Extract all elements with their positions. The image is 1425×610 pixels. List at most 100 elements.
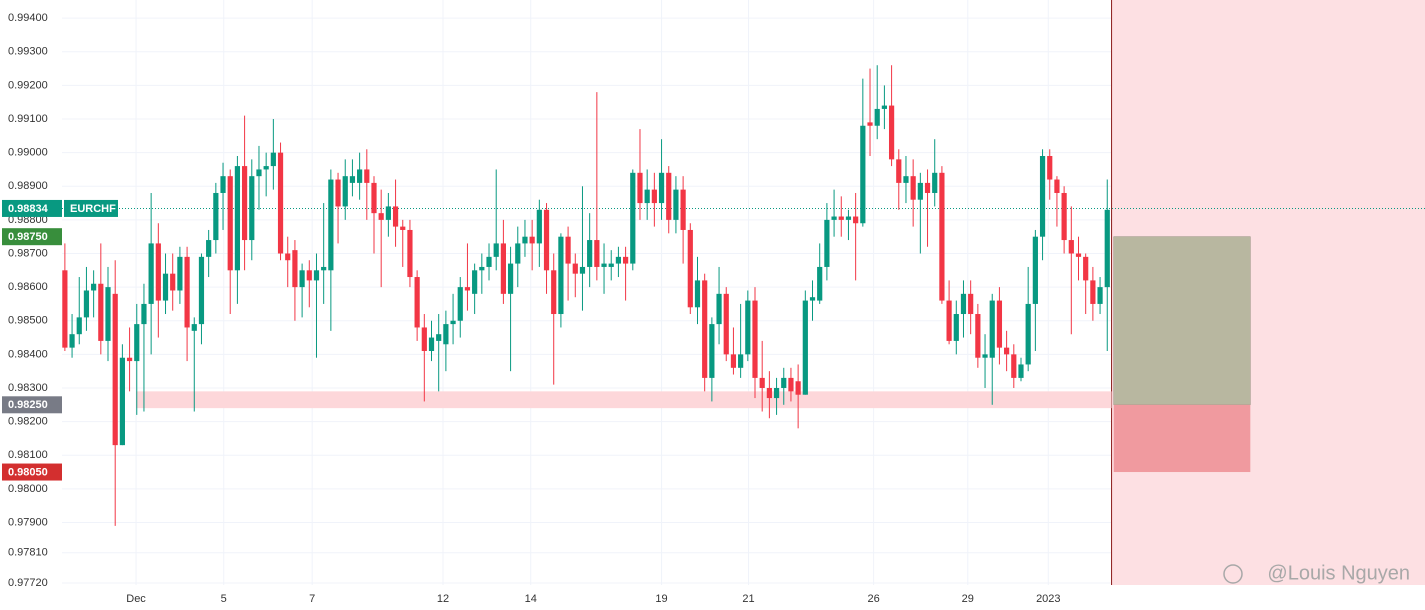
candle-body (924, 182, 931, 193)
candle (881, 85, 888, 130)
candle-body (615, 256, 622, 264)
candle (1039, 149, 1046, 261)
candle (1032, 229, 1038, 351)
candle-body (579, 266, 586, 274)
price-tag (2, 199, 62, 217)
candle (888, 65, 895, 167)
candle-body (421, 327, 427, 351)
candle-body (623, 256, 629, 264)
candle-body (1083, 256, 1089, 281)
candle-body (155, 243, 161, 301)
candle (651, 172, 657, 227)
candle-body (256, 169, 262, 177)
candle (357, 152, 363, 200)
candle (62, 243, 68, 351)
candle (500, 219, 506, 304)
candle (1061, 186, 1067, 254)
candle-body (414, 277, 420, 328)
candle (795, 364, 801, 429)
candle-body (349, 176, 356, 183)
candle (666, 166, 672, 234)
candle-body (134, 324, 140, 362)
candle (1011, 344, 1017, 388)
candle (1104, 179, 1110, 351)
candle (328, 169, 334, 331)
candle-body (608, 263, 614, 267)
candle-body (766, 387, 772, 399)
candle-body (1068, 240, 1074, 254)
candle-body (982, 354, 988, 358)
candle-body (558, 236, 564, 315)
watermark-icon (1223, 564, 1243, 584)
candle (349, 159, 356, 197)
candle-body (536, 209, 542, 244)
candle-body (529, 236, 535, 244)
candle (773, 377, 780, 415)
y-tick-label: 0.98400 (8, 348, 48, 360)
candle-body (227, 176, 233, 271)
candle-body (975, 314, 981, 358)
candle (428, 320, 435, 362)
candle-body (436, 334, 442, 341)
candle (342, 159, 348, 220)
candle (924, 169, 931, 247)
candle (450, 293, 456, 345)
candle (730, 327, 737, 375)
candle-body (644, 189, 650, 204)
price-tag-label: 0.98750 (8, 231, 48, 243)
candle-body (500, 243, 506, 294)
candle (256, 145, 262, 210)
candle (1054, 176, 1060, 227)
candle (371, 176, 377, 254)
candle-body (507, 263, 514, 294)
candle (860, 78, 866, 227)
candle-body (191, 324, 197, 331)
candle (392, 179, 399, 247)
candle (723, 287, 729, 362)
candle-body (946, 300, 952, 341)
candle (493, 169, 499, 271)
candle-body (874, 108, 880, 126)
candle (615, 246, 622, 278)
y-tick-label: 0.99300 (8, 46, 48, 58)
candle (220, 162, 226, 230)
candle-body (263, 166, 269, 170)
price-tag-label: 0.98250 (8, 399, 48, 411)
candle-body (1054, 179, 1060, 193)
candle-body (285, 253, 291, 261)
candle-body (313, 270, 320, 281)
candle (579, 186, 586, 311)
candle (227, 169, 233, 315)
candle-body (565, 236, 571, 264)
candle (177, 246, 183, 304)
candle (896, 149, 902, 210)
candle-body (464, 287, 471, 291)
candle-body (752, 300, 758, 378)
price-tag (2, 396, 62, 414)
candle (162, 253, 169, 315)
candle-body (292, 250, 298, 288)
candle-body (428, 337, 435, 351)
candle (507, 246, 514, 372)
candle (407, 219, 413, 288)
candle (119, 344, 125, 446)
candle-body (328, 179, 334, 271)
y-tick-label: 0.98300 (8, 382, 48, 394)
candle (680, 176, 686, 264)
candle (277, 142, 284, 261)
candle-body (119, 357, 125, 446)
candle (1004, 330, 1010, 372)
candle-body (867, 122, 873, 126)
candle (515, 226, 521, 288)
candle (673, 176, 679, 234)
candle-body (738, 354, 744, 368)
candle-body (407, 229, 413, 278)
candle-body (723, 293, 729, 355)
candle-body (968, 293, 974, 315)
candle-body (960, 293, 967, 315)
candle (1097, 277, 1103, 315)
candle (378, 189, 384, 288)
candle-body (773, 387, 780, 399)
candle-body (76, 317, 82, 335)
candle-body (853, 216, 859, 224)
